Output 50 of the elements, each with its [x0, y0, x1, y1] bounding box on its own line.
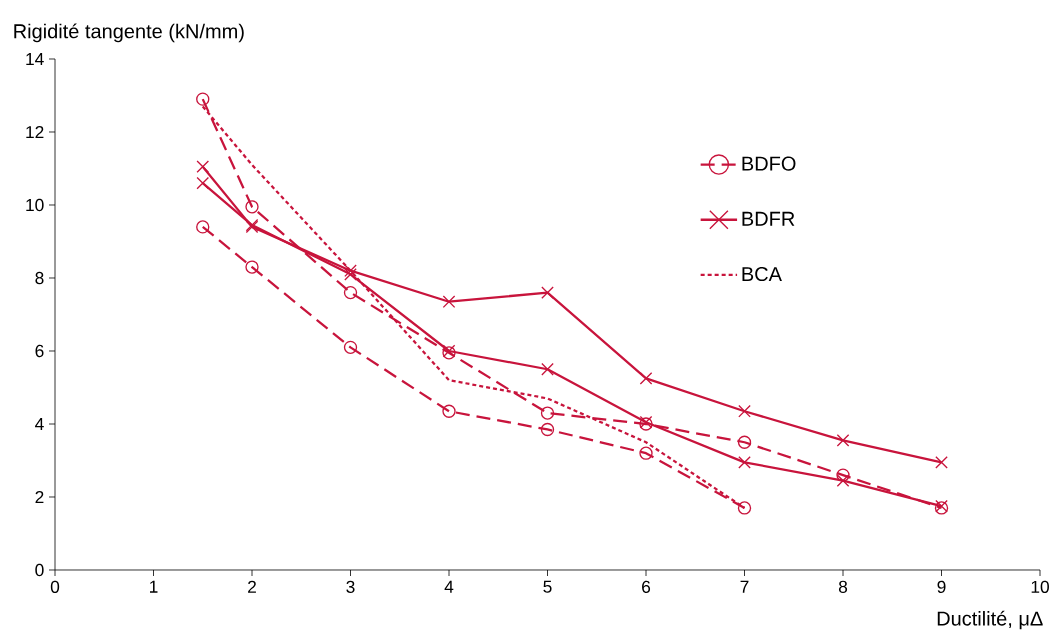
x-tick-label: 3	[346, 580, 355, 593]
x-tick-label: 0	[50, 580, 60, 593]
point	[737, 501, 752, 515]
point	[738, 456, 751, 469]
y-tick-label: 4	[35, 418, 44, 430]
point	[442, 295, 456, 309]
x-tick-label: 7	[740, 580, 749, 593]
point	[344, 264, 357, 278]
point	[196, 220, 210, 234]
point	[541, 362, 554, 376]
point	[836, 468, 850, 482]
point	[196, 92, 210, 106]
point	[540, 406, 555, 420]
x-tick-label: 10	[1031, 580, 1049, 593]
point	[245, 260, 259, 274]
legend-label: BDFO	[742, 156, 796, 171]
x-tick-label: 2	[248, 580, 256, 593]
x-tick-label: 5	[543, 580, 552, 593]
point	[639, 372, 653, 385]
point	[245, 200, 259, 214]
y-tick-label: 14	[26, 53, 44, 65]
point	[196, 160, 210, 173]
y-tick-label: 10	[26, 198, 44, 212]
x-tick-label: 4	[444, 580, 454, 593]
x-tick-label: 1	[150, 580, 158, 593]
point	[738, 404, 751, 418]
point	[639, 446, 653, 460]
legend-label: BCA	[742, 266, 782, 282]
x-tick-label: 9	[937, 580, 946, 593]
y-tick-label: 6	[35, 344, 44, 358]
legend-label: BDFR	[742, 211, 795, 226]
y-axis-title: Rigidité tangente (kN/mm)	[14, 23, 244, 43]
y-tick-label: 12	[26, 125, 44, 139]
point	[343, 285, 358, 300]
x-axis-title: Ductilité, μΔ	[937, 610, 1043, 630]
point	[442, 404, 456, 418]
x-tick-label: 6	[642, 580, 651, 593]
point	[540, 422, 555, 437]
point	[836, 434, 850, 447]
point	[344, 268, 357, 281]
point	[836, 474, 850, 487]
y-tick-label: 0	[35, 563, 44, 577]
point	[343, 340, 358, 355]
point	[935, 456, 948, 469]
y-tick-label: 2	[35, 490, 44, 504]
point	[737, 435, 752, 449]
x-tick-label: 8	[838, 580, 848, 593]
point	[196, 176, 210, 190]
point	[541, 286, 554, 299]
y-tick-label: 8	[35, 271, 44, 285]
